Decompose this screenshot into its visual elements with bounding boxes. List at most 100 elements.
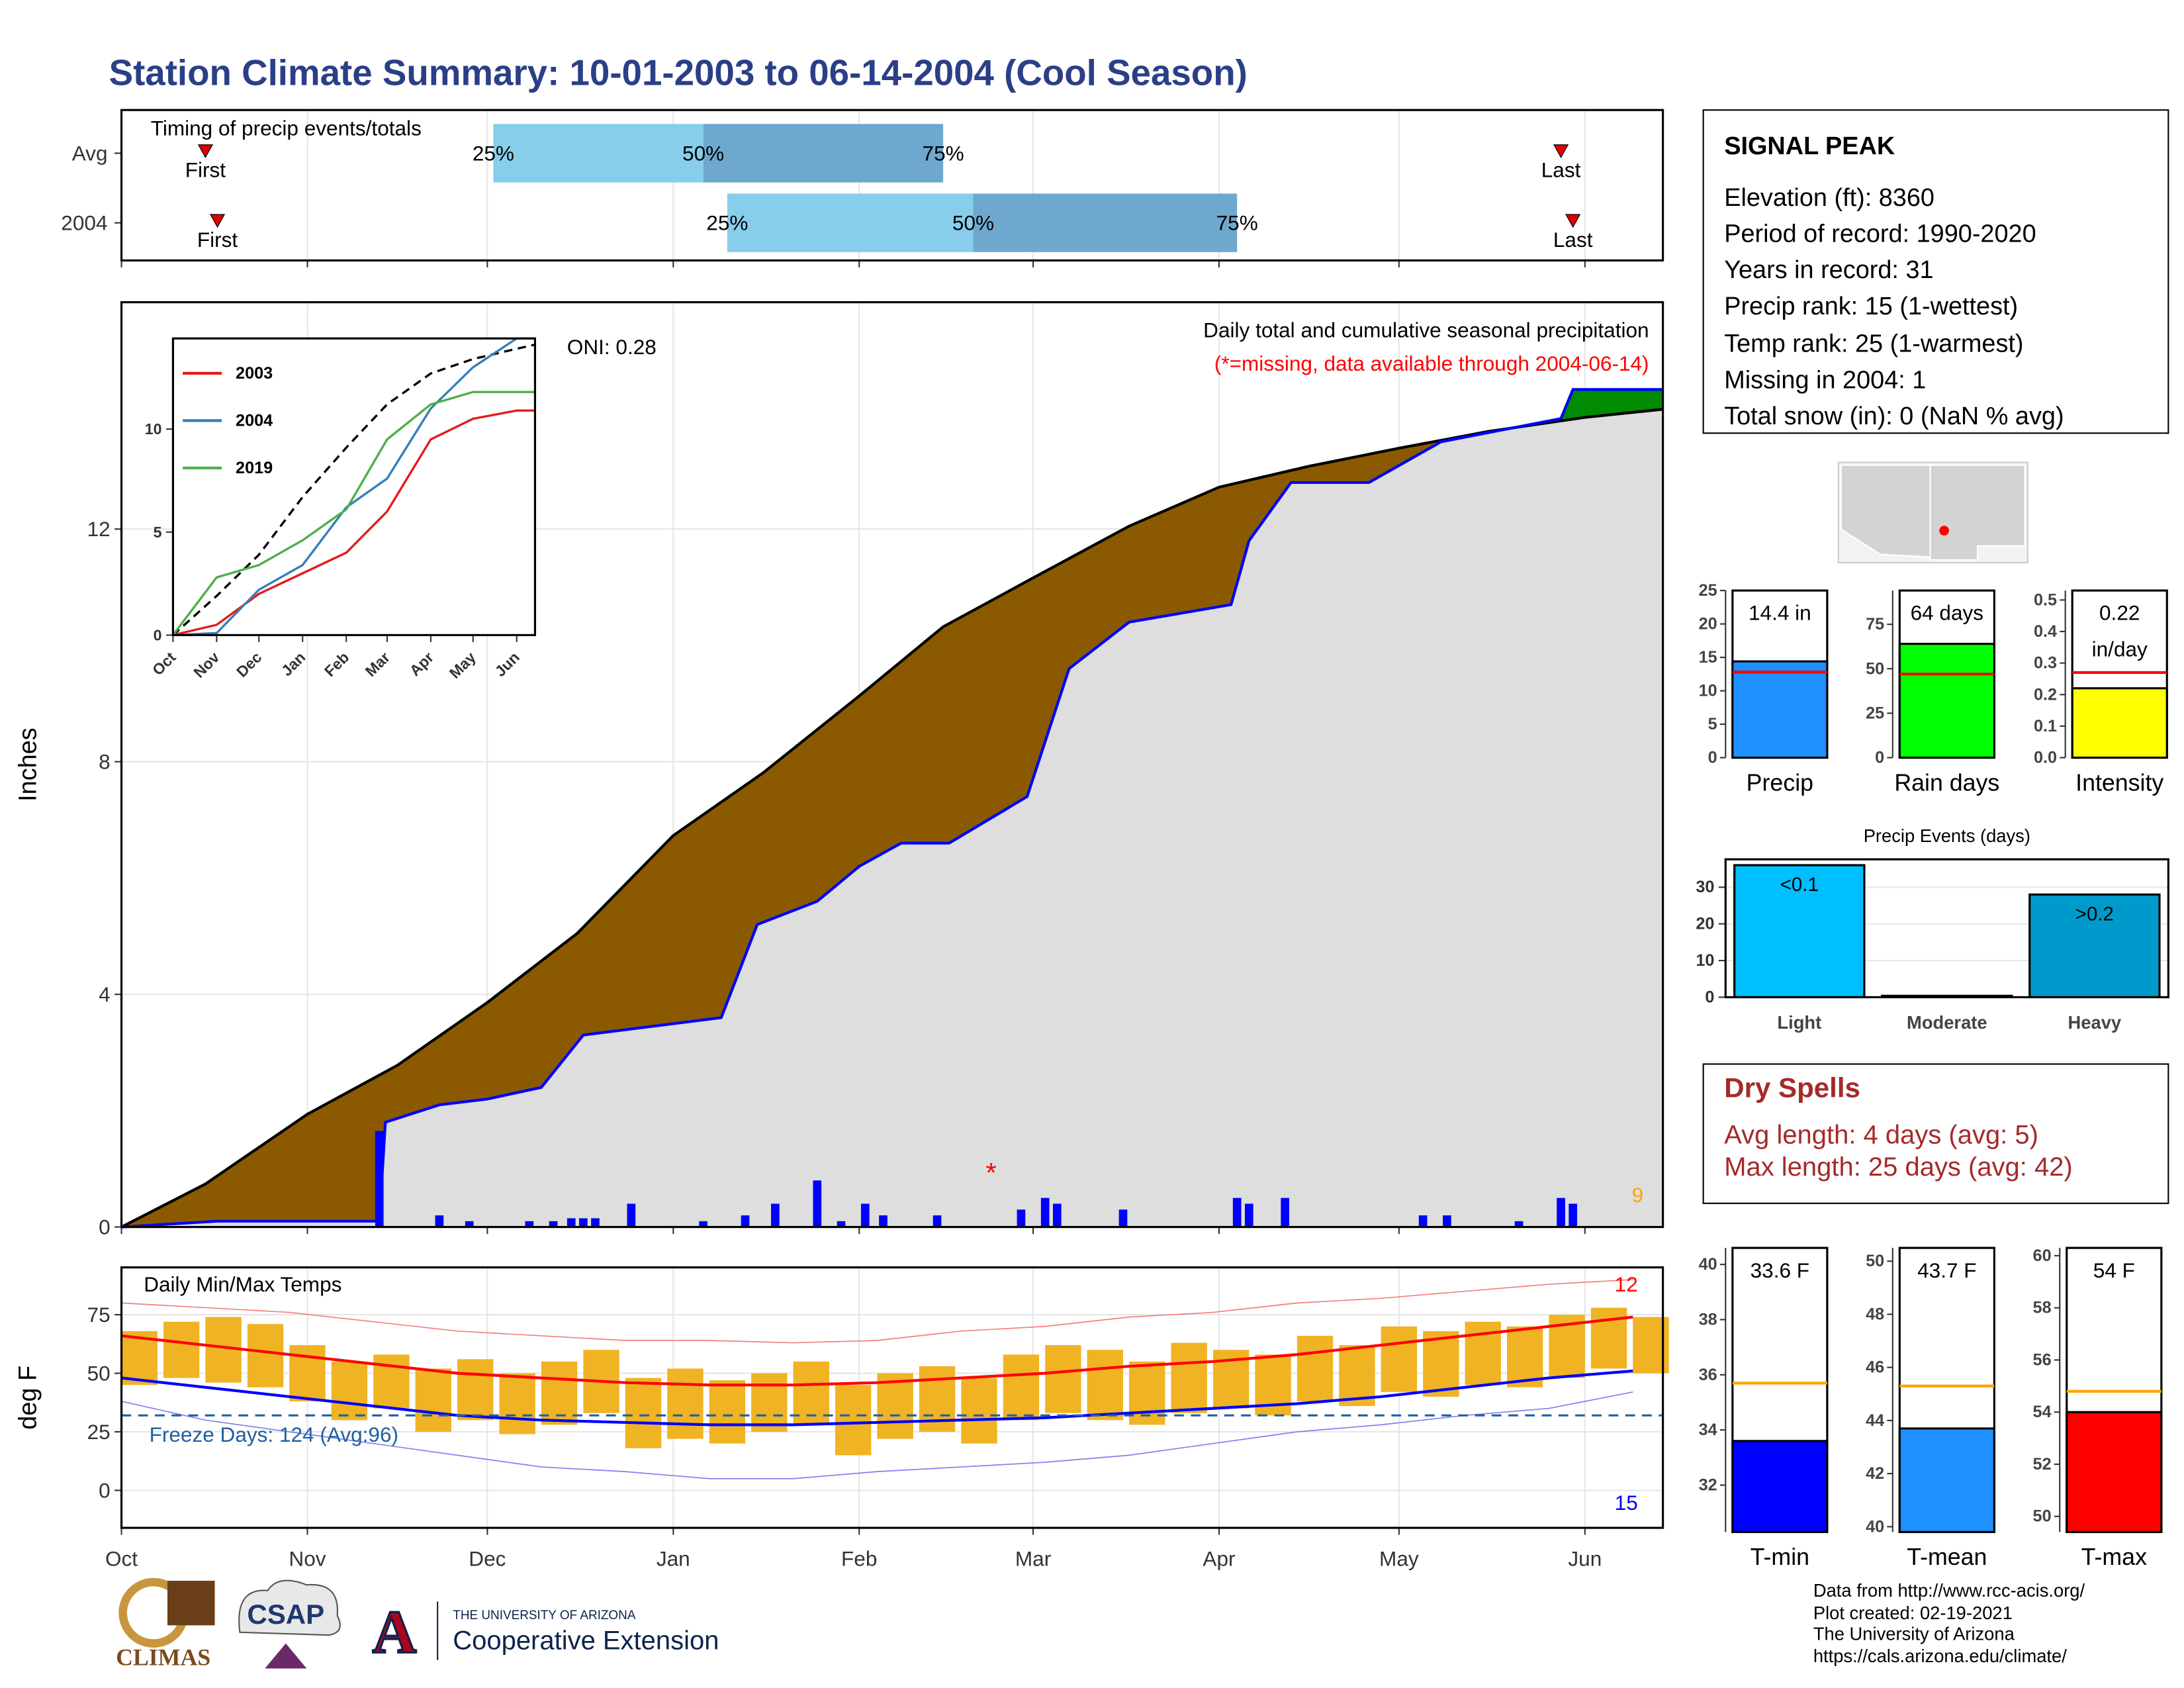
daily-temp-bar	[1339, 1345, 1375, 1407]
daily-temp-bar	[1087, 1350, 1123, 1421]
footer-line: Data from http://www.rcc-acis.org/	[1813, 1580, 2085, 1601]
normal-line	[121, 1369, 1633, 1427]
timing-marker	[1553, 144, 1569, 159]
daily-precip-bar	[879, 1215, 887, 1227]
y-tick-label: 4	[99, 982, 111, 1006]
x-tick-label: Nov	[289, 1546, 326, 1570]
y-tick-label: 5	[1708, 715, 1717, 733]
daily-precip-bar	[591, 1218, 600, 1227]
panel-label: T-mean	[1907, 1544, 1987, 1570]
panel-label: T-max	[2081, 1544, 2147, 1570]
daily-temp-bar	[457, 1359, 494, 1421]
panel-label: T-min	[1751, 1544, 1809, 1570]
panel-bar	[2071, 687, 2168, 759]
university-name: THE UNIVERSITY OF ARIZONA	[453, 1609, 636, 1622]
plot-frame	[120, 109, 1664, 262]
y-tick-label: 50	[87, 1362, 111, 1385]
station-line: Missing in 2004: 1	[1724, 366, 1926, 394]
chart-title: Daily total and cumulative seasonal prec…	[1203, 318, 1649, 342]
daily-temp-bar	[1590, 1307, 1627, 1369]
station-line: Years in record: 31	[1724, 256, 1933, 284]
station-line: Period of record: 1990-2020	[1724, 220, 2036, 248]
y-tick-label: 56	[2033, 1350, 2052, 1369]
panel-bar	[1731, 660, 1829, 759]
station-line: Precip rank: 15 (1-wettest)	[1724, 293, 2018, 320]
y-tick-label: 34	[1699, 1421, 1717, 1439]
map-state	[1929, 464, 2026, 561]
y-tick-label: 50	[1866, 659, 1884, 678]
panel-bar	[2066, 1411, 2163, 1533]
panel-bar	[1898, 1427, 1995, 1533]
timing-marker	[209, 214, 226, 228]
y-tick-label: 25	[87, 1420, 111, 1444]
daily-temp-bar	[541, 1361, 578, 1425]
footer-line: https://cals.arizona.edu/climate/	[1813, 1646, 2067, 1666]
daily-temp-bar	[625, 1378, 662, 1448]
marker-label: First	[185, 158, 226, 182]
daily-precip-bar	[813, 1180, 822, 1227]
y-tick-label: 75	[87, 1303, 111, 1327]
daily-temp-bar	[877, 1373, 913, 1439]
x-tick-label: Oct	[105, 1546, 138, 1570]
quartile-bar	[727, 193, 974, 252]
daily-temp-bar	[331, 1361, 368, 1421]
daily-temp-bar	[1506, 1326, 1543, 1387]
daily-precip-bar	[1232, 1197, 1242, 1227]
daily-precip-bar	[525, 1221, 534, 1227]
daily-precip-bar	[549, 1221, 558, 1227]
x-tick-label: Light	[1777, 1012, 1821, 1033]
y-tick-label: 0.2	[2034, 685, 2057, 704]
cumulative-line	[120, 408, 1663, 1229]
daily-precip-bar	[933, 1215, 942, 1227]
inset-line	[172, 391, 535, 636]
daily-precip-bar	[1281, 1197, 1290, 1227]
y-tick-label: 42	[1866, 1464, 1884, 1483]
percent-label: 25%	[706, 211, 748, 235]
freeze-annotation: Freeze Days: 124 (Avg:96)	[150, 1423, 398, 1446]
row-label: 2004	[61, 211, 107, 235]
daily-temp-bar	[1045, 1345, 1081, 1413]
daily-temp-bar	[793, 1361, 829, 1425]
x-tick-label: Feb	[841, 1546, 877, 1570]
extension-name: Cooperative Extension	[453, 1626, 719, 1655]
y-tick-label: 15	[1699, 648, 1717, 667]
csap-mountain	[265, 1643, 307, 1669]
marker-label: Last	[1541, 158, 1581, 182]
daily-precip-bar	[1040, 1197, 1050, 1227]
marker-label: Last	[1553, 228, 1593, 252]
daily-temp-bar	[1171, 1342, 1207, 1413]
y-tick-label: 54	[2033, 1403, 2052, 1421]
y-axis-label: Inches	[15, 727, 42, 802]
footer-line: Plot created: 02-19-2021	[1813, 1603, 2013, 1623]
x-tick-label: Moderate	[1907, 1012, 1987, 1033]
x-tick-label: Heavy	[2068, 1012, 2122, 1033]
missing-marker: *	[985, 1157, 996, 1188]
daily-temp-bar	[247, 1324, 284, 1387]
daily-precip-bar	[435, 1215, 444, 1227]
area-base	[121, 409, 1663, 1227]
x-tick-label: Jan	[657, 1546, 690, 1570]
y-tick-label: 0	[1708, 749, 1717, 767]
oni-annotation: ONI: 0.28	[567, 335, 657, 359]
y-tick-label: 60	[2033, 1246, 2052, 1265]
daily-precip-bar	[1244, 1203, 1253, 1227]
panel-bar	[1731, 1440, 1829, 1533]
timing-title: Timing of precip events/totals	[151, 117, 422, 140]
value-label: 43.7 F	[1917, 1258, 1976, 1282]
daily-temp-bar	[835, 1385, 872, 1456]
normal-line	[121, 1315, 1633, 1387]
daily-temp-bar	[1003, 1354, 1040, 1421]
map-state	[1840, 464, 1931, 558]
y-tick-label: 0.1	[2034, 717, 2057, 735]
y-tick-label: 50	[1866, 1252, 1884, 1270]
y-tick-label: 5	[154, 524, 162, 541]
panel-label: Precip	[1747, 769, 1813, 796]
y-axis-label: deg F	[15, 1366, 42, 1430]
dry-spells-box	[1702, 1063, 2169, 1204]
y-tick-label: 52	[2033, 1455, 2052, 1474]
climas-emblem	[167, 1580, 215, 1626]
legend-label: 2004	[236, 411, 273, 430]
y-tick-label: 12	[87, 517, 111, 541]
daily-precip-bar	[567, 1218, 576, 1227]
dry-spells-line: Max length: 25 days (avg: 42)	[1724, 1152, 2073, 1182]
